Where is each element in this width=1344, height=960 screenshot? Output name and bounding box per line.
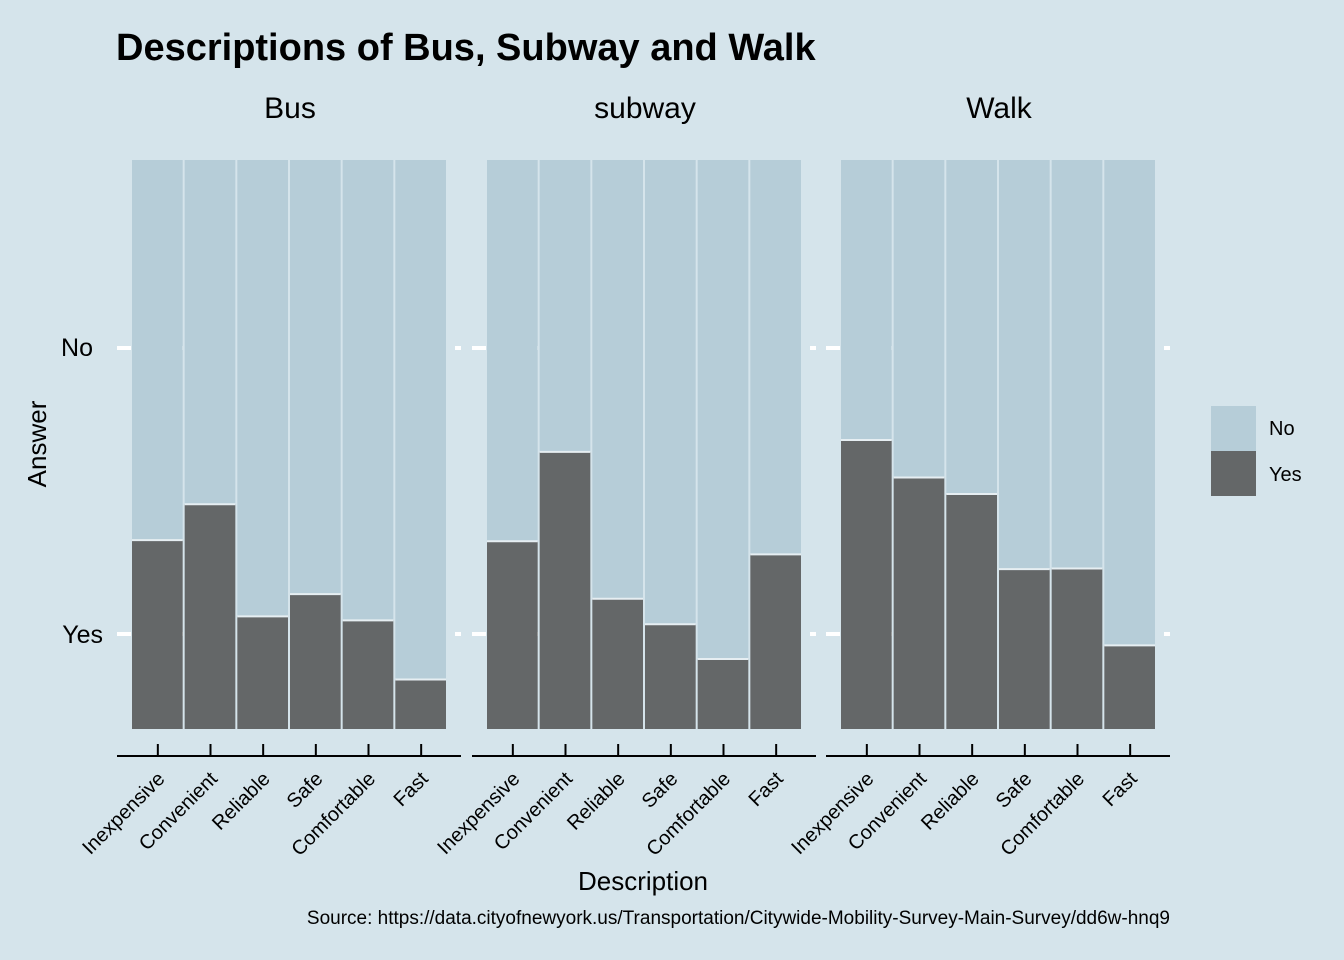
x-tick-label-fast: Fast <box>1099 768 1142 811</box>
legend-swatch-yes <box>1211 451 1256 496</box>
x-tick-label-safe: Safe <box>283 768 328 813</box>
facet-label-subway: subway <box>594 92 696 125</box>
legend-label-yes: Yes <box>1269 464 1302 486</box>
legend-swatch-no <box>1211 406 1256 451</box>
x-tick-label-fast: Fast <box>390 768 433 811</box>
bar-no-inexpensive <box>132 160 183 541</box>
x-tick-label-reliable: Reliable <box>563 768 630 835</box>
bar-yes-inexpensive <box>487 541 538 729</box>
source-caption: Source: https://data.cityofnewyork.us/Tr… <box>307 908 1170 929</box>
y-tick-label-yes: Yes <box>62 621 103 649</box>
bar-yes-safe <box>999 569 1050 729</box>
bar-yes-fast <box>1104 645 1155 729</box>
bar-no-reliable <box>946 160 997 495</box>
x-tick-label-reliable: Reliable <box>917 768 984 835</box>
legend: No Yes <box>1211 406 1302 496</box>
bar-no-convenient <box>184 160 236 505</box>
bar-yes-fast <box>750 554 801 729</box>
bar-no-safe <box>290 160 341 595</box>
bar-no-fast <box>395 160 446 680</box>
bar-yes-inexpensive <box>132 540 183 729</box>
facet-label-bus: Bus <box>264 92 316 125</box>
x-tick-label-safe: Safe <box>992 768 1037 813</box>
x-tick-label-reliable: Reliable <box>208 768 275 835</box>
chart-title: Descriptions of Bus, Subway and Walk <box>116 27 816 69</box>
bar-no-comfortable <box>1051 160 1103 569</box>
bar-yes-inexpensive <box>841 439 892 729</box>
bar-no-convenient <box>539 160 591 452</box>
bar-yes-comfortable <box>1051 568 1103 729</box>
bar-yes-convenient <box>893 477 945 729</box>
bar-yes-reliable <box>237 616 288 729</box>
bar-no-safe <box>645 160 696 625</box>
bar-no-reliable <box>592 160 643 599</box>
facet-label-walk: Walk <box>966 92 1033 125</box>
bar-no-safe <box>999 160 1050 570</box>
x-axis-title: Description <box>578 866 708 896</box>
legend-label-no: No <box>1269 418 1295 440</box>
bar-no-fast <box>1104 160 1155 646</box>
bar-yes-safe <box>645 624 696 729</box>
y-axis-title: Answer <box>22 400 52 487</box>
bar-yes-comfortable <box>342 620 394 729</box>
bar-no-reliable <box>237 160 288 617</box>
bar-yes-convenient <box>184 504 236 729</box>
bar-yes-fast <box>395 679 446 729</box>
bar-yes-reliable <box>946 494 997 729</box>
bar-no-comfortable <box>697 160 749 660</box>
bar-no-comfortable <box>342 160 394 621</box>
bar-yes-reliable <box>592 598 643 729</box>
x-tick-label-safe: Safe <box>638 768 683 813</box>
y-tick-label-no: No <box>61 334 93 362</box>
bar-no-fast <box>750 160 801 555</box>
bar-yes-convenient <box>539 451 591 729</box>
bar-yes-safe <box>290 594 341 729</box>
bar-yes-comfortable <box>697 659 749 729</box>
bar-no-inexpensive <box>487 160 538 542</box>
bar-no-convenient <box>893 160 945 478</box>
bar-no-inexpensive <box>841 160 892 440</box>
x-tick-label-fast: Fast <box>745 768 788 811</box>
